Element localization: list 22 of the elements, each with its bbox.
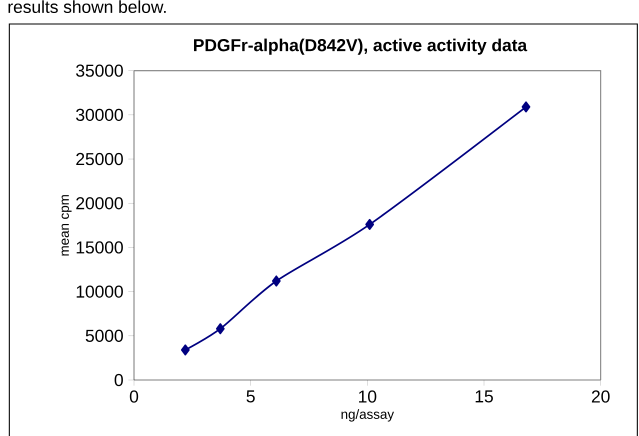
chart-title: PDGFr-alpha(D842V), active activity data — [194, 38, 528, 55]
y-tick-label: 20000 — [76, 197, 123, 210]
point — [365, 218, 374, 230]
y-tick-label: 35000 — [76, 64, 123, 77]
x-tick-label: 5 — [246, 390, 255, 402]
y-tick-label: 10000 — [76, 285, 123, 298]
point — [522, 101, 530, 112]
x-tick-label: 10 — [359, 390, 376, 403]
y-tick-label: 15000 — [76, 241, 123, 254]
x-tick-label: 0 — [130, 390, 138, 403]
point — [272, 275, 281, 287]
text: results shown below. — [8, 0, 166, 14]
x-tick-label: 20 — [592, 390, 610, 403]
y-tick-label: 25000 — [76, 152, 123, 166]
y-tick-label: 0 — [114, 374, 123, 386]
x-tick-label: 15 — [476, 390, 493, 402]
y-tick-label: 30000 — [76, 108, 123, 121]
point — [180, 344, 190, 356]
x-axis-title: ng/assay — [342, 409, 394, 422]
y-tick-label: 5000 — [86, 330, 123, 342]
y-axis-title: mean cpm — [62, 195, 72, 256]
point — [216, 323, 225, 334]
